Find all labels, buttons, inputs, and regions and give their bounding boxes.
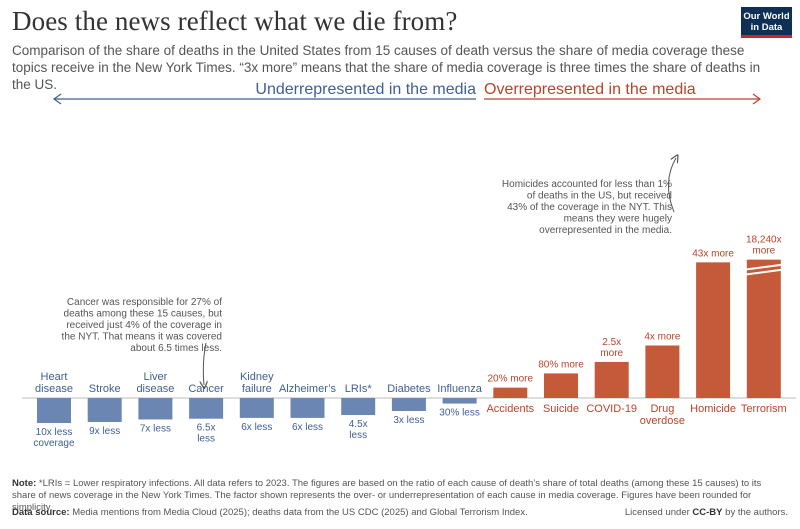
- bar-accidents[interactable]: [493, 387, 528, 398]
- source-label: Data source:: [12, 507, 70, 518]
- representation-arrows: Underrepresented in the media Overrepres…: [52, 81, 762, 105]
- bar-influenza[interactable]: [442, 398, 477, 404]
- logo-accent-bar: [741, 35, 792, 38]
- value-label-suicide: 80% more: [538, 359, 584, 370]
- category-label-diabetes: Diabetes: [387, 383, 431, 395]
- bar-lris[interactable]: [341, 398, 376, 416]
- value-label-liver-disease: 7x less: [140, 423, 171, 434]
- value-label-accidents: 20% more: [488, 374, 534, 385]
- footer-note: Note: *LRIs = Lower respiratory infectio…: [12, 478, 782, 514]
- category-label-terrorism: Terrorism: [741, 403, 787, 415]
- bar-suicide[interactable]: [544, 373, 578, 398]
- value-label-covid-19: 2.5x more: [600, 337, 623, 359]
- bar-drug-overdose[interactable]: [645, 345, 680, 398]
- license-prefix: Licensed under: [624, 507, 693, 518]
- chart-title: Does the news reflect what we die from?: [12, 6, 458, 36]
- homicide-annotation-arrow: [668, 158, 676, 213]
- value-label-stroke: 9x less: [89, 426, 120, 437]
- category-label-lris: LRIs*: [345, 383, 373, 395]
- overrepresented-arrow-head: [752, 93, 762, 105]
- category-label-accidents: Accidents: [486, 403, 534, 415]
- value-label-heart-disease: 10x less coverage: [33, 427, 75, 449]
- note-label: Note:: [12, 478, 37, 489]
- category-label-influenza: Influenza: [437, 383, 483, 395]
- category-label-cancer: Cancer: [188, 383, 224, 395]
- value-label-influenza: 30% less: [439, 408, 480, 419]
- category-label-liver-disease: Liver disease: [136, 371, 174, 395]
- overrepresented-label: Overrepresented in the media: [484, 81, 696, 98]
- chart-annotations: Cancer was responsible for 27% of deaths …: [62, 158, 676, 385]
- source-text: Media mentions from Media Cloud (2025); …: [72, 507, 528, 518]
- bar-liver-disease[interactable]: [138, 398, 173, 420]
- category-label-homicide: Homicide: [690, 403, 736, 415]
- note-text: *LRIs = Lower respiratory infections. Al…: [12, 478, 762, 513]
- value-label-lris: 4.5x less: [349, 419, 368, 441]
- bar-cancer[interactable]: [189, 398, 224, 419]
- value-label-alzheimer-s: 6x less: [292, 422, 323, 433]
- bar-diabetes[interactable]: [391, 398, 426, 411]
- category-label-kidney-failure: Kidney failure: [240, 371, 274, 395]
- bar-covid-19[interactable]: [594, 361, 629, 398]
- chart-marks: Heart disease 10x less coverage Stroke 9x les…: [22, 235, 796, 449]
- underrepresented-arrow-head: [52, 93, 62, 105]
- owid-logo[interactable]: Our World in Data: [741, 7, 792, 38]
- cancer-annotation: Cancer was responsible for 27% of deaths …: [62, 297, 223, 354]
- chart-subtitle: Comparison of the share of deaths in the…: [12, 43, 761, 92]
- value-label-cancer: 6.5x less: [197, 423, 216, 445]
- homicide-annotation: Homicides accounted for less than 1% of d…: [502, 179, 672, 236]
- underrepresented-label: Underrepresented in the media: [255, 81, 476, 98]
- bar-stroke[interactable]: [87, 398, 122, 422]
- bar-alzheimer-s[interactable]: [290, 398, 325, 418]
- axis-break-mark-2: [744, 268, 783, 276]
- license-suffix: by the authors.: [722, 507, 788, 518]
- bar-kidney-failure[interactable]: [239, 398, 274, 418]
- bar-homicide[interactable]: [696, 262, 731, 398]
- bar-heart-disease[interactable]: [37, 398, 71, 424]
- value-label-homicide: 43x more: [692, 248, 734, 259]
- logo-line-1: Our World: [743, 11, 790, 22]
- logo-line-2: in Data: [750, 22, 783, 33]
- category-label-alzheimer-s: Alzheimer’s: [279, 383, 337, 395]
- bar-terrorism[interactable]: [746, 259, 781, 398]
- category-label-heart-disease: Heart disease: [35, 371, 73, 395]
- cancer-annotation-arrow: [203, 342, 206, 385]
- category-label-covid-19: COVID-19: [586, 403, 637, 415]
- category-label-stroke: Stroke: [89, 383, 121, 395]
- value-label-terrorism: 18,240x more: [746, 235, 782, 257]
- value-label-drug-overdose: 4x more: [644, 331, 681, 342]
- value-label-diabetes: 3x less: [393, 415, 424, 426]
- footer-source: Data source: Media mentions from Media C…: [12, 507, 528, 518]
- license: Licensed under CC-BY by the authors.: [625, 507, 788, 518]
- value-label-kidney-failure: 6x less: [241, 422, 272, 433]
- axis-break-mark-1: [744, 263, 783, 271]
- category-label-suicide: Suicide: [543, 403, 579, 415]
- license-link[interactable]: CC-BY: [692, 507, 723, 518]
- category-label-drug-overdose: Drug overdose: [640, 403, 685, 427]
